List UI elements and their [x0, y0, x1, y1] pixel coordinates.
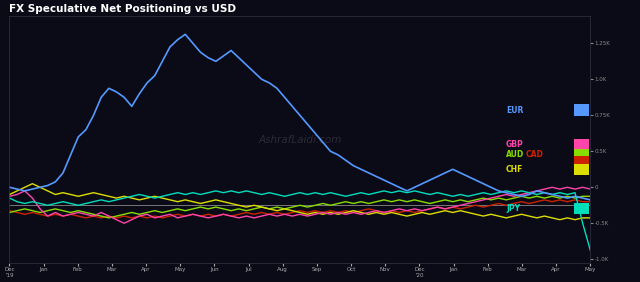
Text: FX Speculative Net Positioning vs USD: FX Speculative Net Positioning vs USD — [10, 4, 236, 14]
FancyBboxPatch shape — [574, 164, 589, 175]
FancyBboxPatch shape — [574, 149, 589, 160]
Text: CHF: CHF — [506, 165, 524, 174]
FancyBboxPatch shape — [574, 203, 589, 214]
FancyBboxPatch shape — [574, 104, 589, 116]
Text: EUR: EUR — [506, 105, 524, 114]
Text: CAD: CAD — [525, 150, 543, 159]
FancyBboxPatch shape — [574, 139, 589, 150]
Text: AUD: AUD — [506, 150, 524, 159]
Text: GBP: GBP — [506, 140, 524, 149]
Text: AshrafLaidi.com: AshrafLaidi.com — [258, 135, 342, 145]
FancyBboxPatch shape — [574, 156, 589, 167]
Text: JPY: JPY — [506, 204, 520, 213]
